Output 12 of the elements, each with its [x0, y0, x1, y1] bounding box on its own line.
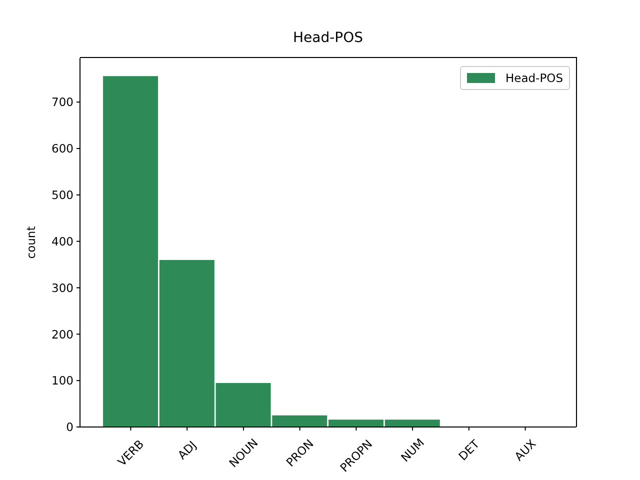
- chart-title: Head-POS: [292, 30, 364, 46]
- y-tick-label: 500: [52, 188, 74, 202]
- y-tick-label: 600: [52, 142, 74, 156]
- y-tick-label: 0: [66, 420, 74, 434]
- legend-label: Head-POS: [505, 71, 563, 85]
- y-axis-title: count: [24, 226, 38, 259]
- y-tick-label: 100: [52, 374, 74, 388]
- y-tick-label: 700: [52, 95, 74, 110]
- x-tick-label: ADJ: [175, 438, 200, 462]
- y-tick-label: 200: [52, 327, 74, 342]
- y-tick-label: 400: [52, 234, 74, 248]
- y-tick-label: 300: [52, 280, 74, 295]
